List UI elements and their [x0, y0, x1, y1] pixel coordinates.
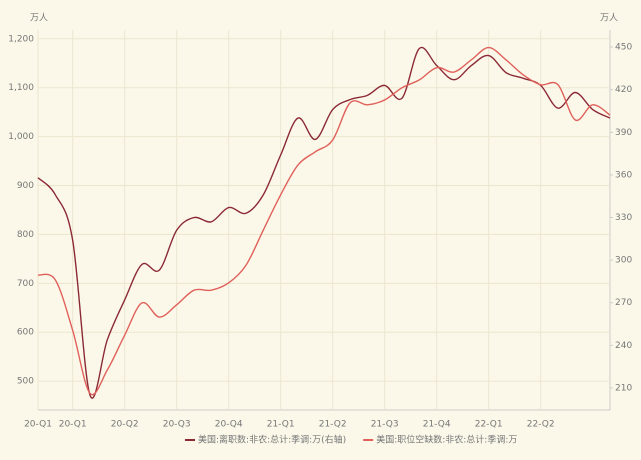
legend-label: 美国:职位空缺数:非农:总计:季调:万	[376, 434, 517, 446]
series-line	[37, 46, 611, 396]
y-tick-label: 900	[17, 181, 34, 191]
y2-tick-label: 240	[615, 341, 632, 351]
x-tick-label: 20-Q2	[111, 420, 139, 430]
y-tick-label: 500	[17, 377, 34, 387]
x-tick-label: 21-Q4	[423, 420, 451, 430]
y-tick-label: 1,200	[8, 34, 34, 44]
y2-tick-label: 390	[615, 128, 632, 138]
y2-tick-label: 450	[615, 43, 632, 53]
y2-tick-label: 300	[615, 256, 632, 266]
x-tick-label: 20-Q1	[59, 420, 87, 430]
legend-label: 美国:离职数:非农:总计:季调:万(右轴)	[198, 434, 346, 446]
y-tick-label: 700	[17, 279, 34, 289]
y-tick-label: 600	[17, 328, 34, 338]
x-tick-label: 20-Q4	[215, 420, 243, 430]
x-tick-label: 21-Q2	[319, 420, 347, 430]
series-line	[37, 46, 611, 399]
y-tick-label: 800	[17, 230, 34, 240]
y2-tick-label: 420	[615, 85, 632, 95]
x-tick-label: 20-Q3	[163, 420, 191, 430]
x-tick-label: 20-Q1	[24, 420, 52, 430]
y2-tick-label: 210	[615, 383, 632, 393]
y-tick-label: 1,100	[8, 83, 34, 93]
x-tick-label: 22-Q2	[527, 420, 555, 430]
x-tick-label: 22-Q1	[475, 420, 503, 430]
y-tick-label: 1,000	[8, 132, 34, 142]
y2-tick-label: 270	[615, 298, 632, 308]
x-tick-label: 21-Q1	[267, 420, 295, 430]
y-axis-label: 万人	[30, 13, 48, 24]
x-tick-label: 21-Q3	[371, 420, 399, 430]
y2-tick-label: 360	[615, 170, 632, 180]
y2-axis-label: 万人	[600, 13, 618, 24]
y2-tick-label: 330	[615, 213, 632, 223]
